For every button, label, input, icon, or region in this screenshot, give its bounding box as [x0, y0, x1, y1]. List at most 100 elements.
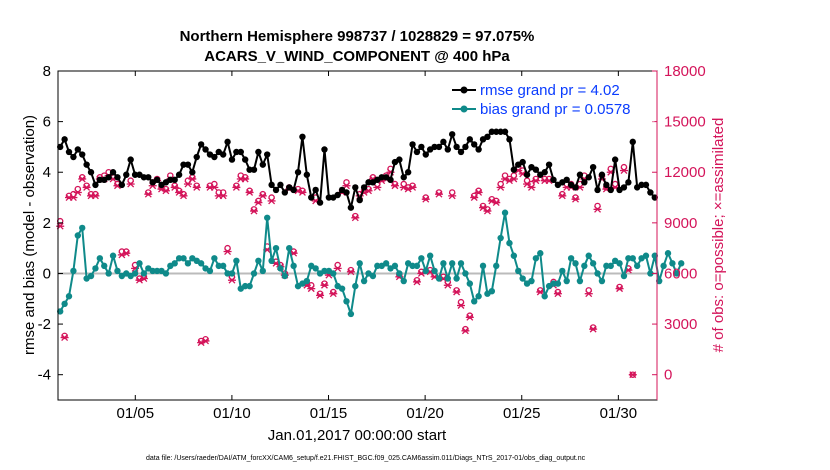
bias-point	[79, 224, 86, 232]
bias-point	[673, 270, 681, 277]
rmse-point	[378, 174, 385, 181]
rmse-point	[484, 133, 491, 140]
rmse-point	[272, 186, 280, 194]
rmse-point	[237, 148, 244, 156]
bias-point	[303, 277, 311, 285]
bias-point	[149, 267, 156, 275]
y2-tick-label: 0	[664, 367, 672, 384]
bias-point	[259, 267, 267, 275]
bias-point	[409, 262, 416, 270]
bias-point	[105, 270, 112, 277]
rmse-point	[400, 174, 407, 181]
bias-point	[65, 293, 73, 300]
bias-point	[528, 277, 535, 285]
rmse-point	[603, 181, 610, 189]
obs-assimilated-point	[479, 204, 488, 212]
obs-count-series	[56, 163, 637, 379]
obs-assimilated-point	[232, 183, 241, 191]
rmse-point	[202, 146, 209, 153]
obs-assimilated-point	[619, 167, 628, 175]
rmse-point	[404, 169, 412, 176]
rmse-line	[59, 130, 656, 209]
rmse-point	[303, 171, 311, 178]
y2-tick-label: 9000	[664, 215, 697, 232]
rmse-point	[224, 138, 231, 146]
y-tick-label: -4	[38, 367, 51, 384]
obs-assimilated-point	[73, 189, 82, 196]
rmse-point	[233, 148, 240, 156]
bias-point	[448, 260, 456, 267]
bias-point	[506, 239, 513, 247]
rmse-point	[510, 166, 518, 173]
plot-area	[58, 71, 657, 400]
obs-assimilated-point	[333, 264, 342, 272]
bias-point	[563, 277, 570, 285]
obs-assimilated-point	[78, 175, 87, 183]
obs-assimilated-point	[496, 183, 505, 191]
bias-point	[180, 255, 187, 262]
rmse-point	[87, 169, 95, 176]
bias-point	[532, 255, 540, 262]
bias-point	[352, 282, 359, 290]
bias-point	[651, 252, 658, 259]
obs-assimilated-point	[483, 207, 492, 215]
bias-point	[633, 262, 641, 270]
rmse-point	[462, 143, 469, 151]
rmse-point	[343, 189, 350, 196]
bias-point	[554, 280, 562, 287]
x-tick-label: 01/20	[406, 405, 444, 422]
rmse-point	[299, 133, 306, 140]
rmse-point	[127, 156, 134, 163]
bias-point	[330, 270, 337, 277]
rmse-point	[651, 194, 658, 201]
rmse-point	[585, 174, 592, 181]
rmse-point	[563, 176, 570, 184]
obs-assimilated-point	[412, 278, 421, 286]
rmse-point	[65, 148, 73, 156]
rmse-point	[109, 169, 117, 176]
obs-assimilated-point	[254, 199, 263, 207]
bias-point	[418, 255, 425, 262]
rmse-point	[312, 186, 319, 194]
rmse-point	[501, 128, 509, 135]
rmse-point	[647, 189, 654, 196]
rmse-point	[365, 179, 372, 186]
y-tick-label: 8	[43, 63, 51, 80]
bias-point	[211, 255, 218, 262]
obs-assimilated-point	[351, 214, 360, 222]
rmse-point	[497, 128, 504, 135]
rmse-point	[541, 169, 548, 176]
obs-assimilated-point	[126, 180, 135, 188]
x-tick-label: 01/05	[117, 405, 155, 422]
series-layer	[56, 128, 685, 379]
obs-assimilated-point	[448, 192, 457, 200]
rmse-point	[457, 148, 465, 156]
obs-assimilated-point	[144, 190, 153, 198]
axes-layer: 01/05 01/10 01/15 01/20 01/25 01/30 -4 -2 0 2 4 6 8 0…	[38, 63, 706, 422]
obs-assimilated-point	[536, 288, 545, 296]
rmse-point	[532, 166, 540, 173]
bias-point	[462, 270, 469, 277]
rmse-point	[607, 186, 614, 194]
rmse-point	[325, 194, 333, 201]
legend-rmse-marker	[460, 86, 468, 94]
rmse-point	[79, 151, 86, 158]
y2-tick-label: 18000	[664, 63, 706, 80]
bias-point	[184, 260, 192, 267]
obs-assimilated-point	[346, 268, 355, 276]
rmse-point	[488, 128, 496, 135]
bias-point	[426, 252, 434, 259]
bias-point	[660, 262, 667, 270]
bias-point	[114, 267, 121, 275]
rmse-point	[545, 161, 553, 168]
obs-assimilated-point	[201, 337, 210, 345]
bias-point	[281, 272, 289, 280]
rmse-point	[114, 174, 121, 181]
y-axis-label: rmse and bias (model - observation)	[21, 115, 38, 355]
obs-assimilated-point	[241, 175, 250, 183]
rmse-point	[131, 171, 139, 178]
rmse-point	[281, 189, 289, 196]
obs-assimilated-point	[258, 192, 267, 200]
legend: rmse grand pr = 4.02 bias grand pr = 0.0…	[445, 78, 655, 122]
